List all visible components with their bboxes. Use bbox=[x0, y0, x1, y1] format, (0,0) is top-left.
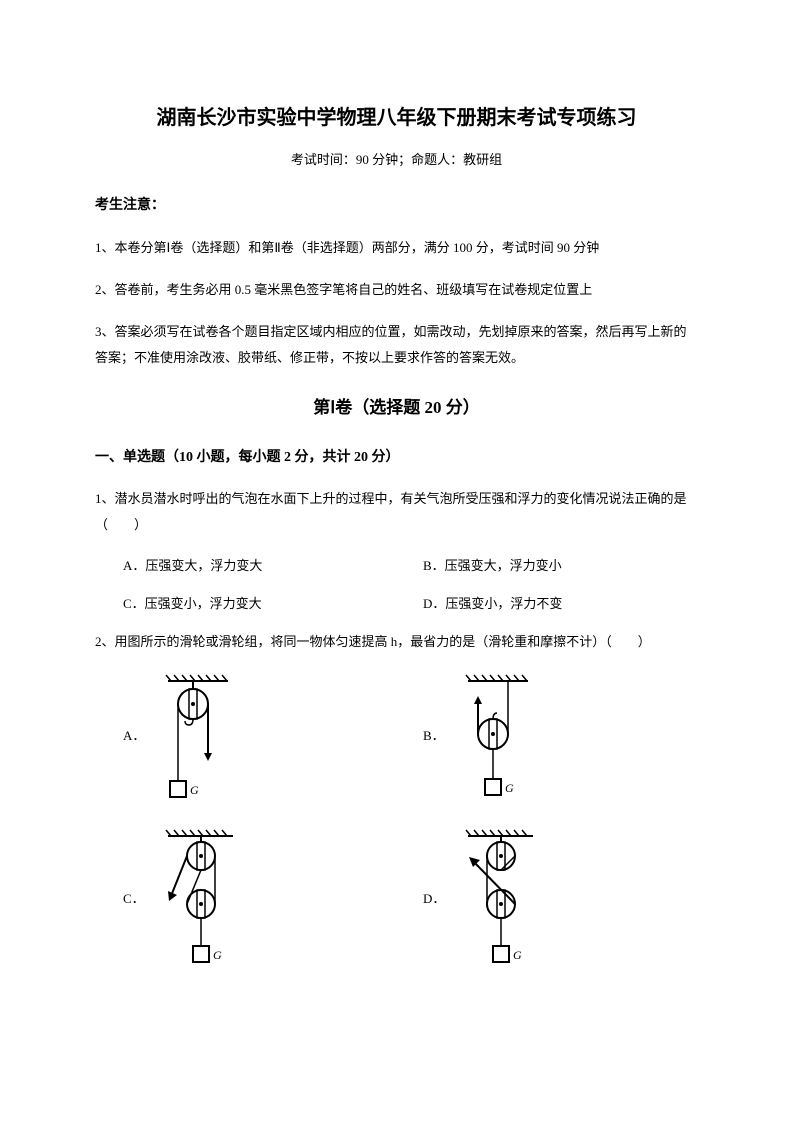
q1-options-row-2: C．压强变小，浮力变大 D．压强变小，浮力不变 bbox=[95, 592, 698, 615]
q1-option-c: C．压强变小，浮力变大 bbox=[123, 592, 423, 615]
pulley-diagram-d: G bbox=[463, 826, 538, 971]
svg-text:G: G bbox=[513, 948, 522, 962]
q2-option-a-label: A． bbox=[123, 724, 145, 747]
pulley-diagram-a: G bbox=[163, 671, 233, 801]
q1-options-row-1: A．压强变大，浮力变大 B．压强变大，浮力变小 bbox=[95, 554, 698, 577]
notice-item-1: 1、本卷分第Ⅰ卷（选择题）和第Ⅱ卷（非选择题）两部分，满分 100 分，考试时间… bbox=[95, 235, 698, 261]
q2-diagram-cell-c: C． bbox=[123, 826, 423, 971]
svg-text:G: G bbox=[505, 781, 514, 795]
q1-option-b: B．压强变大，浮力变小 bbox=[423, 554, 562, 577]
q2-option-d-label: D． bbox=[423, 887, 445, 910]
question-2-text: 2、用图所示的滑轮或滑轮组，将同一物体匀速提高 h，最省力的是（滑轮重和摩擦不计… bbox=[95, 629, 698, 655]
exam-subtitle: 考试时间：90 分钟；命题人：教研组 bbox=[95, 148, 698, 171]
exam-title: 湖南长沙市实验中学物理八年级下册期末考试专项练习 bbox=[95, 100, 698, 136]
svg-text:G: G bbox=[213, 948, 222, 962]
notice-item-3: 3、答案必须写在试卷各个题目指定区域内相应的位置，如需改动，先划掉原来的答案，然… bbox=[95, 319, 698, 371]
q2-diagram-cell-d: D． bbox=[423, 826, 538, 971]
q2-diagram-row-2: C． bbox=[95, 826, 698, 971]
q1-option-d: D．压强变小，浮力不变 bbox=[423, 592, 562, 615]
svg-text:G: G bbox=[190, 783, 199, 797]
q1-option-a: A．压强变大，浮力变大 bbox=[123, 554, 423, 577]
q2-diagram-row-1: A． bbox=[95, 671, 698, 801]
section-title: 第Ⅰ卷（选择题 20 分） bbox=[95, 393, 698, 424]
q2-diagram-cell-a: A． bbox=[123, 671, 423, 801]
notice-header: 考生注意： bbox=[95, 193, 698, 218]
question-1-text: 1、潜水员潜水时呼出的气泡在水面下上升的过程中，有关气泡所受压强和浮力的变化情况… bbox=[95, 486, 698, 538]
notice-item-2: 2、答卷前，考生务必用 0.5 毫米黑色签字笔将自己的姓名、班级填写在试卷规定位… bbox=[95, 277, 698, 303]
pulley-diagram-b: G bbox=[463, 671, 533, 801]
q2-option-b-label: B． bbox=[423, 724, 445, 747]
pulley-diagram-c: G bbox=[163, 826, 238, 971]
question-type-header: 一、单选题（10 小题，每小题 2 分，共计 20 分） bbox=[95, 445, 698, 470]
q2-diagram-cell-b: B． bbox=[423, 671, 533, 801]
q2-option-c-label: C． bbox=[123, 887, 145, 910]
